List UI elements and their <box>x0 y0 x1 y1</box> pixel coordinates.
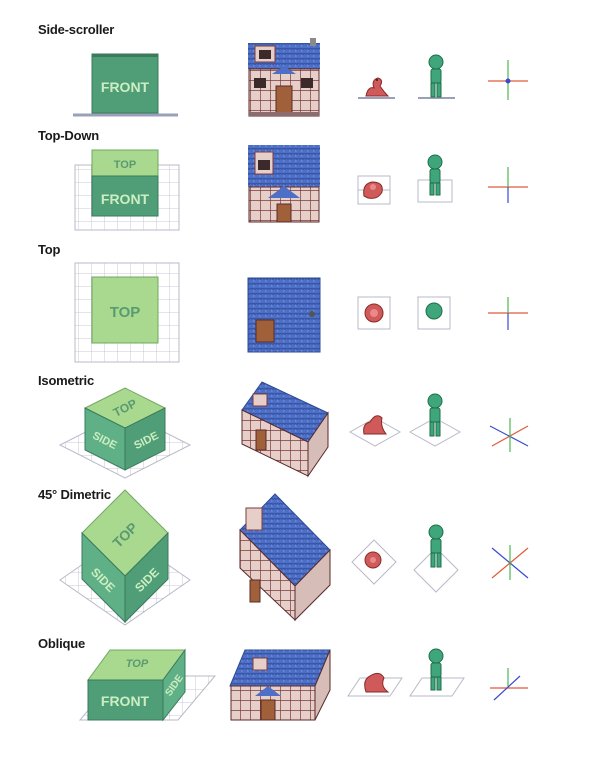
house-sprite <box>239 493 331 622</box>
section-title-oblique: Oblique <box>38 636 85 651</box>
cube-top-label: TOP <box>110 304 141 321</box>
axis-gizmo <box>488 60 528 100</box>
axis-gizmo <box>490 668 528 701</box>
cube-top-edge <box>92 54 158 57</box>
house-sprite <box>229 649 331 721</box>
dimetric-row: TOP SIDE SIDE <box>59 489 529 626</box>
snake-sprite <box>357 175 391 205</box>
character-sprite <box>409 648 465 697</box>
snake-sprite <box>348 415 402 447</box>
cube-front-face <box>91 175 159 217</box>
axis-gizmo <box>488 167 528 203</box>
section-title-side-scroller: Side-scroller <box>38 22 115 37</box>
character-sprite <box>413 524 459 593</box>
cube-right-face <box>124 407 166 471</box>
section-title-top-down: Top-Down <box>38 128 99 143</box>
cube-front-face <box>87 679 164 721</box>
axis-gizmo <box>489 418 529 452</box>
axis-gizmo <box>488 297 528 330</box>
snake-sprite <box>358 77 395 99</box>
side-scroller-row: FRONT <box>73 38 528 117</box>
character-sprite <box>417 296 451 330</box>
cube-top-label: TOP <box>114 159 136 171</box>
house-sprite <box>247 277 321 353</box>
cube-front-face <box>91 53 159 114</box>
section-title-top: Top <box>38 242 61 257</box>
cube-top-label: TOP <box>126 658 149 670</box>
cube-top-face <box>91 276 159 344</box>
top-down-row: TOP FRONT <box>74 145 528 231</box>
oblique-row: TOP FRONT SIDE <box>78 648 528 722</box>
top-row: TOP <box>74 262 528 363</box>
house-sprite <box>241 381 329 478</box>
character-sprite <box>408 393 462 447</box>
cube-top-face <box>91 149 159 177</box>
section-title-dimetric: 45° Dimetric <box>38 487 111 502</box>
house-sprite <box>248 145 320 223</box>
cube-front-label: FRONT <box>101 79 150 95</box>
snake-sprite <box>351 539 397 585</box>
character-sprite <box>417 154 453 203</box>
snake-sprite <box>347 672 403 697</box>
cube-front-label: FRONT <box>101 693 150 709</box>
house-sprite <box>248 38 320 117</box>
character-sprite <box>418 54 455 99</box>
snake-sprite <box>357 296 391 330</box>
isometric-row: TOP SIDE SIDE <box>58 381 529 479</box>
cube-front-label: FRONT <box>101 191 150 207</box>
cube-right-face <box>124 531 169 624</box>
section-title-isometric: Isometric <box>38 373 95 388</box>
axis-gizmo <box>491 545 529 580</box>
